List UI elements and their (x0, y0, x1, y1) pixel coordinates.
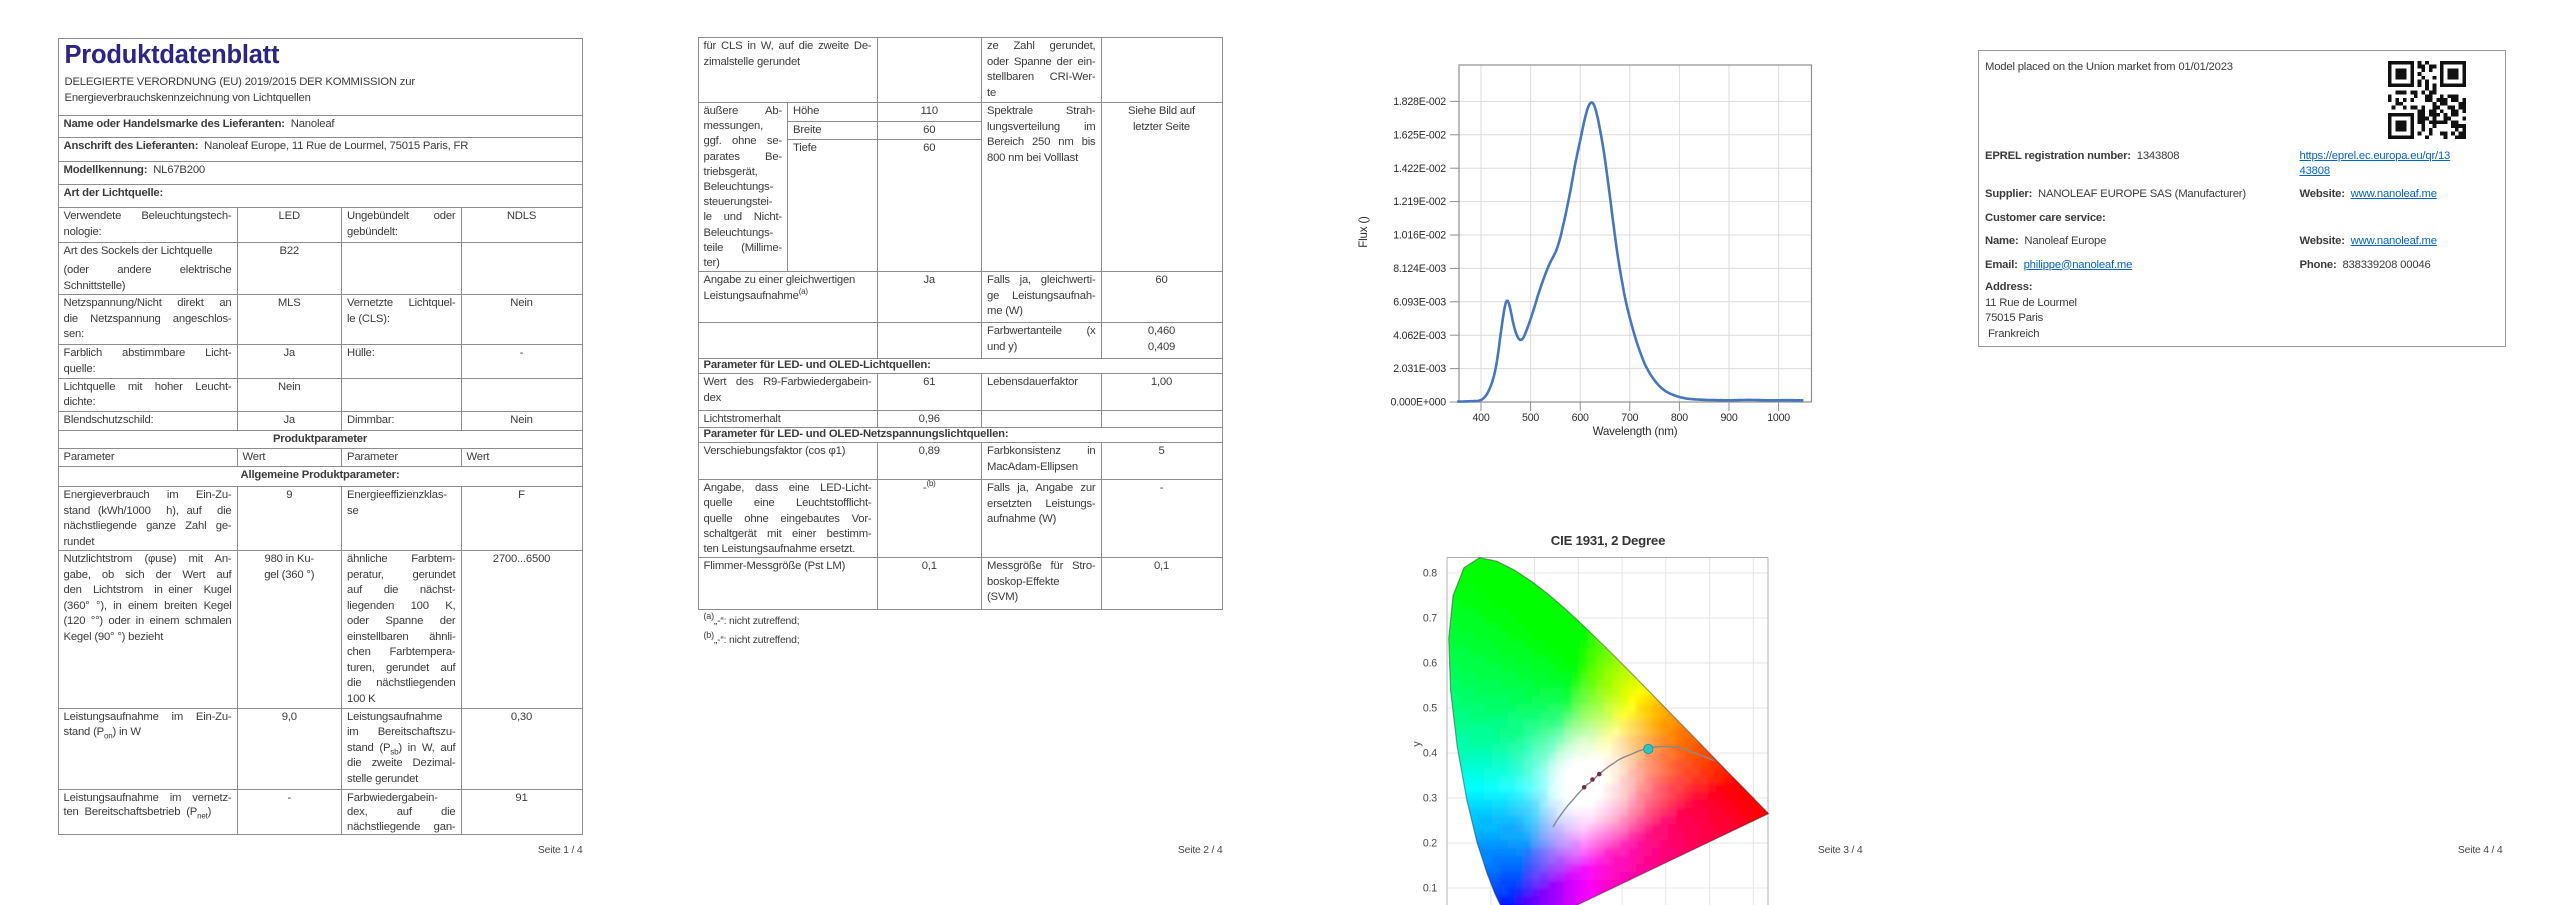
svg-text:0.4: 0.4 (1423, 748, 1437, 760)
svg-text:Wavelength (nm): Wavelength (nm) (1593, 425, 1678, 438)
svg-text:1.016E-002: 1.016E-002 (1393, 230, 1446, 242)
svg-text:8.124E-003: 8.124E-003 (1393, 263, 1446, 275)
svg-text:1.625E-002: 1.625E-002 (1393, 129, 1446, 141)
svg-text:0.5: 0.5 (1423, 703, 1437, 715)
svg-text:y: y (1411, 741, 1423, 747)
svg-text:Flux (): Flux () (1357, 216, 1370, 248)
svg-text:1000: 1000 (1767, 412, 1790, 424)
svg-text:0.2: 0.2 (1423, 838, 1437, 850)
svg-text:4.062E-003: 4.062E-003 (1393, 330, 1446, 342)
svg-text:0.7: 0.7 (1423, 613, 1437, 625)
svg-text:CIE 1931, 2 Degree: CIE 1931, 2 Degree (1551, 533, 1665, 548)
svg-text:6.093E-003: 6.093E-003 (1393, 296, 1446, 308)
svg-text:1.219E-002: 1.219E-002 (1393, 196, 1446, 208)
svg-text:0.8: 0.8 (1423, 568, 1437, 580)
svg-text:0.1: 0.1 (1423, 883, 1437, 895)
svg-text:1.422E-002: 1.422E-002 (1393, 163, 1446, 175)
svg-text:0.3: 0.3 (1423, 793, 1437, 805)
svg-text:1.828E-002: 1.828E-002 (1393, 96, 1446, 108)
svg-text:700: 700 (1621, 412, 1638, 424)
svg-text:500: 500 (1522, 412, 1539, 424)
svg-text:0.6: 0.6 (1423, 658, 1437, 670)
svg-text:800: 800 (1671, 412, 1688, 424)
svg-text:400: 400 (1472, 412, 1489, 424)
svg-text:900: 900 (1720, 412, 1737, 424)
svg-text:0.000E+000: 0.000E+000 (1391, 397, 1447, 409)
svg-text:600: 600 (1572, 412, 1589, 424)
svg-text:2.031E-003: 2.031E-003 (1393, 363, 1446, 375)
